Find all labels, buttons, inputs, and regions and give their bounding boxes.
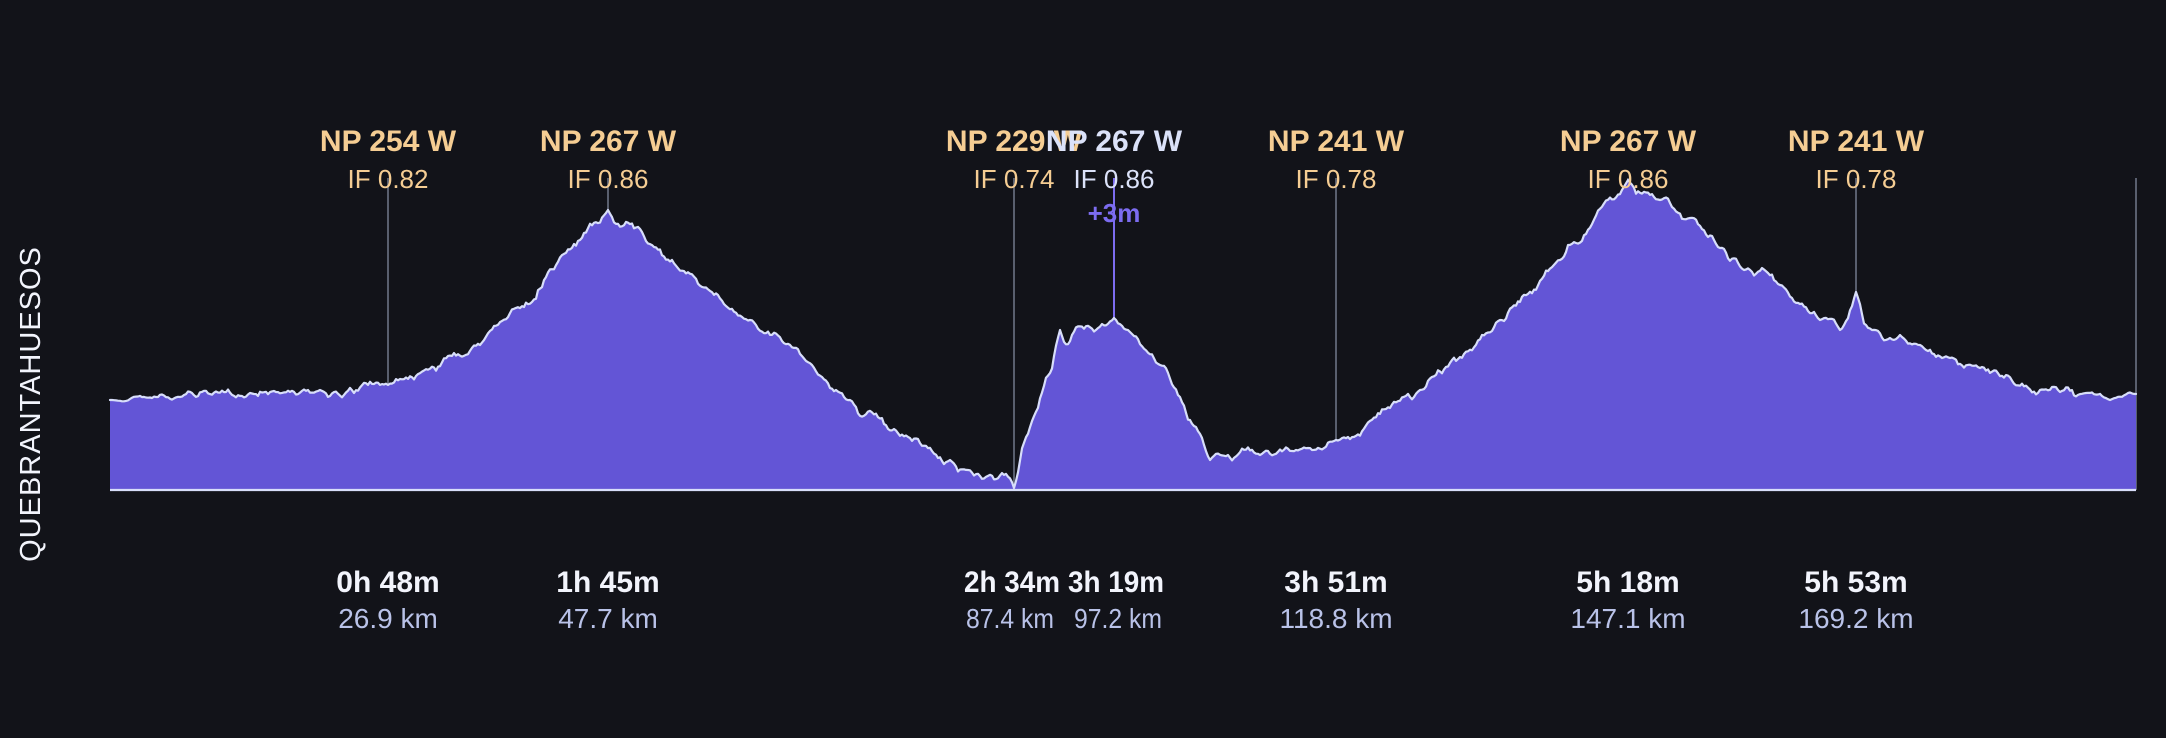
svg-text:5h 53m: 5h 53m [1804, 566, 1907, 599]
svg-text:26.9 km: 26.9 km [338, 603, 438, 634]
svg-text:118.8 km: 118.8 km [1279, 603, 1392, 634]
svg-text:IF 0.74: IF 0.74 [974, 164, 1055, 194]
svg-text:NP 267 W: NP 267 W [1560, 125, 1697, 158]
svg-text:IF 0.86: IF 0.86 [1074, 164, 1155, 194]
svg-text:3h 19m: 3h 19m [1068, 566, 1164, 599]
svg-text:IF 0.78: IF 0.78 [1816, 164, 1897, 194]
svg-text:NP 241 W: NP 241 W [1268, 125, 1405, 158]
svg-text:147.1 km: 147.1 km [1570, 603, 1685, 634]
svg-text:47.7 km: 47.7 km [558, 603, 658, 634]
svg-text:3h 51m: 3h 51m [1284, 566, 1387, 599]
svg-text:IF 0.78: IF 0.78 [1296, 164, 1377, 194]
svg-text:+3m: +3m [1088, 198, 1141, 228]
svg-text:NP 267 W: NP 267 W [1046, 125, 1183, 158]
svg-text:QUEBRANTAHUESOS: QUEBRANTAHUESOS [15, 246, 47, 562]
svg-text:5h 18m: 5h 18m [1576, 566, 1679, 599]
svg-text:87.4 km: 87.4 km [966, 603, 1054, 634]
svg-text:IF 0.86: IF 0.86 [568, 164, 649, 194]
svg-text:0h 48m: 0h 48m [336, 566, 439, 599]
svg-text:NP 254 W: NP 254 W [320, 125, 457, 158]
svg-text:NP 267 W: NP 267 W [540, 125, 677, 158]
svg-text:2h 34m: 2h 34m [964, 566, 1060, 599]
svg-text:NP 241 W: NP 241 W [1788, 125, 1925, 158]
svg-text:IF 0.86: IF 0.86 [1588, 164, 1669, 194]
svg-text:97.2 km: 97.2 km [1074, 603, 1162, 634]
svg-text:169.2 km: 169.2 km [1798, 603, 1913, 634]
svg-text:1h 45m: 1h 45m [556, 566, 659, 599]
svg-text:IF 0.82: IF 0.82 [348, 164, 429, 194]
